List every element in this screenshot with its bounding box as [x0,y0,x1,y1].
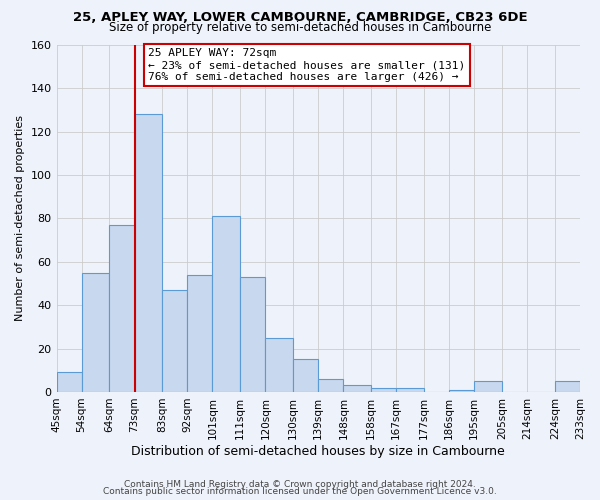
X-axis label: Distribution of semi-detached houses by size in Cambourne: Distribution of semi-detached houses by … [131,444,505,458]
Bar [109,225,134,392]
Bar [265,338,293,392]
Bar [241,277,265,392]
Bar [343,386,371,392]
Text: Contains HM Land Registry data © Crown copyright and database right 2024.: Contains HM Land Registry data © Crown c… [124,480,476,489]
Y-axis label: Number of semi-detached properties: Number of semi-detached properties [15,116,25,322]
Text: Size of property relative to semi-detached houses in Cambourne: Size of property relative to semi-detach… [109,22,491,35]
Bar [187,275,212,392]
Bar [82,272,109,392]
Bar [555,381,580,392]
Bar [293,360,318,392]
Bar [163,290,187,392]
Text: 25, APLEY WAY, LOWER CAMBOURNE, CAMBRIDGE, CB23 6DE: 25, APLEY WAY, LOWER CAMBOURNE, CAMBRIDG… [73,11,527,24]
Bar [474,381,502,392]
Text: 25 APLEY WAY: 72sqm
← 23% of semi-detached houses are smaller (131)
76% of semi-: 25 APLEY WAY: 72sqm ← 23% of semi-detach… [148,48,466,82]
Bar [56,372,82,392]
Bar [449,390,474,392]
Bar [134,114,163,392]
Bar [371,388,396,392]
Text: Contains public sector information licensed under the Open Government Licence v3: Contains public sector information licen… [103,487,497,496]
Bar [318,379,343,392]
Bar [212,216,241,392]
Bar [396,388,424,392]
